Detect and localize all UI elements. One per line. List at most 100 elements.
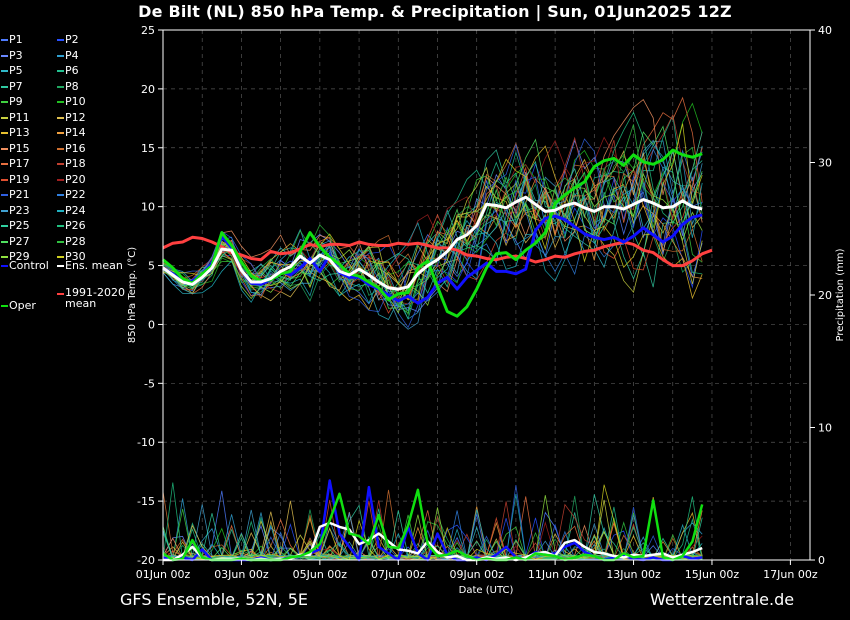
series-ens-mean [162,195,703,291]
y-tick-label: 0 [148,318,155,331]
legend-label: Oper [9,299,36,312]
legend-swatch [1,265,8,267]
y2-tick-label: 20 [818,289,832,302]
legend-label: P22 [65,188,86,201]
legend-swatch [1,70,8,72]
legend-swatch [1,116,8,119]
y-tick-label: 5 [148,260,155,273]
legend-swatch [57,132,64,134]
legend-label: P4 [65,48,79,62]
legend-swatch [1,147,8,150]
member-temp-line [162,124,703,316]
y-axis-label: 850 hPa Temp. (°C) [127,247,138,343]
legend-swatch [57,163,64,165]
legend-label: P8 [65,79,79,93]
legend-swatch [57,194,64,196]
legend-swatch [57,101,64,103]
legend-swatch [1,39,8,41]
y-tick-label: 10 [141,201,155,214]
site-label: Wetterzentrale.de [650,590,795,609]
legend-label: P13 [9,126,30,139]
legend-label: P23 [9,203,30,217]
legend-label: 1991-2020 mean [65,286,125,310]
x-tick-label: 01Jun 00z [136,568,191,581]
legend-label: P12 [65,110,86,124]
legend-label: P18 [65,157,86,170]
y2-tick-label: 40 [818,24,832,37]
y2-tick-label: 30 [818,157,832,170]
y-tick-label: 15 [141,142,155,155]
legend-swatch [57,70,64,72]
chart-title: De Bilt (NL) 850 hPa Temp. & Precipitati… [138,2,732,21]
legend-swatch [1,54,8,57]
legend-label: P28 [65,234,86,248]
series-oper [162,148,703,318]
legend-swatch [57,54,64,57]
legend-swatch [57,209,64,212]
legend-swatch [57,85,64,88]
legend-swatch [57,116,64,119]
legend-swatch [1,305,8,307]
member-temp-line [162,149,703,293]
legend-swatch [57,240,64,243]
legend-label: P6 [65,64,79,77]
x-tick-label: 13Jun 00z [606,568,661,581]
ensemble-members [162,96,703,561]
legend-label: P19 [9,172,30,186]
legend-swatch [1,209,8,212]
legend-swatch [57,265,64,267]
legend-label: P7 [9,79,23,93]
plot-frame [162,29,811,561]
x-tick-label: 03Jun 00z [214,568,269,581]
legend-swatch [1,132,8,134]
legend-label: P30 [65,250,86,263]
x-tick-label: 09Jun 00z [449,568,504,581]
main-series [162,148,713,562]
legend-swatch [1,85,8,88]
member-temp-line [162,131,703,294]
legend-swatch [57,293,64,295]
legend-label: P17 [9,157,30,170]
legend-label: Control [9,259,49,272]
y-tick-label: 25 [141,24,155,37]
x-tick-label: 11Jun 00z [528,568,583,581]
y2-tick-label: 0 [818,554,825,567]
legend-swatch [1,240,8,243]
legend-label: P15 [9,141,30,155]
x-tick-label: 17Jun 00z [763,568,818,581]
legend-label: P5 [9,64,23,77]
member-temp-line [162,142,703,299]
member-temp-line [162,148,703,308]
legend-label: P2 [65,33,79,46]
x-tick-label: 05Jun 00z [293,568,348,581]
legend-swatch [1,178,8,181]
legend-swatch [1,101,8,103]
series-1991-2020-mean [162,235,713,268]
legend-swatch [57,39,64,41]
member-temp-line [162,139,703,330]
y-tick-label: -5 [144,377,155,390]
legend-swatch [1,256,8,258]
legend-label: P1 [9,33,23,46]
legend-label: P25 [9,219,30,232]
y-tick-label: -20 [137,554,155,567]
member-precip-line [162,495,703,561]
legend-label: P24 [65,203,86,217]
axes: 25 20 15 10 5 0 -5 -10 -15 -20 40 30 20 10 0 01Jun 00z 0… [136,24,832,581]
legend-swatch [57,178,64,181]
y-tick-label: -15 [137,495,155,508]
legend-label: P21 [9,188,30,201]
legend-swatch [1,163,8,165]
model-label: GFS Ensemble, 52N, 5E [120,590,308,609]
legend-label: P26 [65,219,86,232]
y2-axis-label: Precipitation (mm) [835,248,846,341]
member-temp-line [162,144,703,304]
x-tick-label: 15Jun 00z [685,568,740,581]
y-tick-label: 20 [141,83,155,96]
legend-label: P29 [9,250,30,263]
y2-tick-label: 10 [818,422,832,435]
legend-label: P9 [9,95,23,108]
legend-label: P3 [9,48,23,62]
member-temp-line [162,96,703,297]
